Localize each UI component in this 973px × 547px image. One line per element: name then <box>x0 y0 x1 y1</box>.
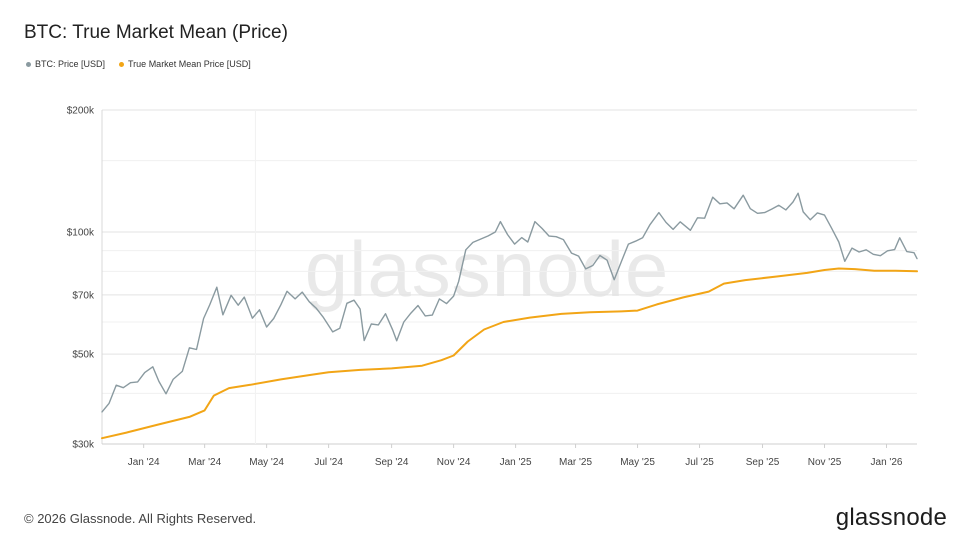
x-tick-label: Jul '25 <box>685 457 714 468</box>
y-axis: $30k $50k $70k $100k $200k <box>67 106 95 451</box>
legend: BTC: Price [USD] True Market Mean Price … <box>26 59 251 69</box>
legend-dot-price <box>26 61 31 67</box>
legend-item-true-market-mean[interactable]: True Market Mean Price [USD] <box>119 59 251 69</box>
watermark-text: glassnode <box>305 225 670 313</box>
y-tick-label: $100k <box>67 228 95 239</box>
series-line-true-market-mean <box>101 267 918 440</box>
legend-item-price[interactable]: BTC: Price [USD] <box>26 59 105 69</box>
x-tick-label: Jan '25 <box>500 457 532 468</box>
copyright-text: © 2026 Glassnode. All Rights Reserved. <box>24 511 257 526</box>
x-tick-label: Mar '25 <box>559 457 592 468</box>
y-tick-label: $70k <box>72 290 95 301</box>
y-tick-label: $50k <box>72 350 95 361</box>
series-group <box>101 192 918 440</box>
x-axis: Jan '24 Mar '24 May '24 Jul '24 Sep '24 Nov '… <box>128 444 903 468</box>
legend-dot-true-market-mean <box>119 61 125 67</box>
x-tick-label: May '25 <box>620 457 655 468</box>
x-tick-label: Jul '24 <box>314 457 343 468</box>
x-tick-label: Sep '25 <box>746 457 780 468</box>
legend-label-true-market-mean: True Market Mean Price [USD] <box>128 59 251 69</box>
legend-label-price: BTC: Price [USD] <box>35 59 106 69</box>
y-tick-label: $200k <box>67 106 95 117</box>
series-line-price <box>101 192 918 413</box>
x-tick-label: Mar '24 <box>188 457 221 468</box>
y-tick-label: $30k <box>72 440 95 451</box>
x-tick-label: Nov '25 <box>808 457 842 468</box>
x-tick-label: Jan '26 <box>871 457 903 468</box>
brand-logo[interactable]: glassnode <box>835 504 947 531</box>
x-tick-label: May '24 <box>249 457 284 468</box>
x-tick-label: Sep '24 <box>375 457 409 468</box>
chart-title: BTC: True Market Mean (Price) <box>24 22 288 43</box>
x-tick-label: Jan '24 <box>128 457 160 468</box>
x-tick-label: Nov '24 <box>437 457 471 468</box>
